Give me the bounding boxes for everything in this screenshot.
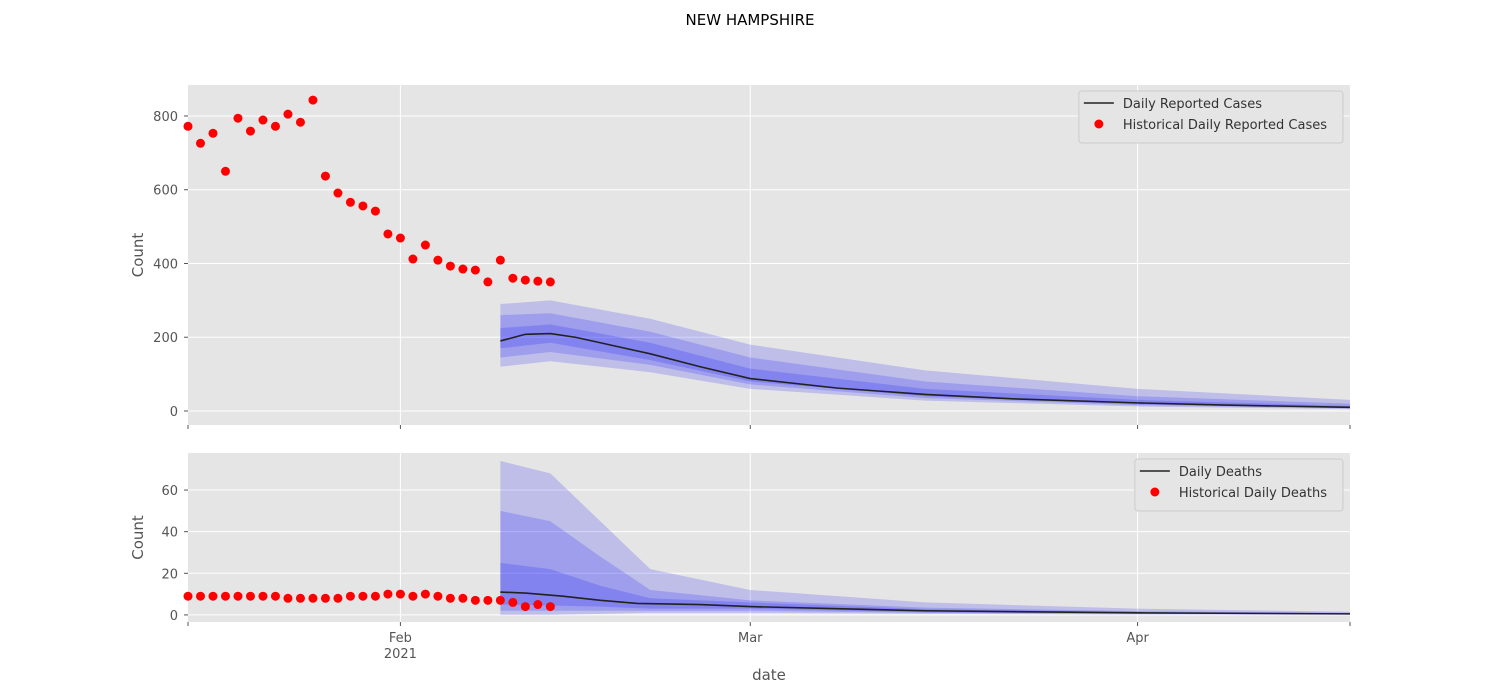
historical-point [458,593,468,603]
historical-point [295,117,305,127]
legend-label: Historical Daily Deaths [1179,486,1327,501]
historical-point [220,166,230,176]
historical-point [533,276,543,286]
historical-point [445,261,455,271]
forecast-band [500,300,1350,410]
historical-point [183,591,193,601]
legend-box [1078,90,1344,144]
historical-point [508,597,518,607]
historical-point [395,233,405,243]
y-axis-label: Count [129,233,147,278]
historical-point [370,206,380,216]
historical-point [283,109,293,119]
figure-title: NEW HAMPSHIRE [686,11,815,29]
historical-point [520,602,530,612]
historical-point [370,591,380,601]
y-tick-label: 200 [153,331,178,346]
historical-point [333,188,343,198]
historical-point [245,126,255,136]
historical-point [333,593,343,603]
historical-point [233,113,243,123]
historical-point [420,240,430,250]
y-tick-label: 20 [161,567,178,582]
historical-point [395,589,405,599]
legend-box [1134,458,1344,512]
legend: Daily Deaths Historical Daily Deaths [1134,458,1344,512]
historical-point [358,591,368,601]
historical-point [533,600,543,610]
forecast-band [500,313,1350,409]
historical-point [458,264,468,274]
historical-point [495,255,505,265]
historical-point [308,593,318,603]
x-tick-label: Apr [1126,631,1149,646]
historical-point [220,591,230,601]
legend-label: Historical Daily Reported Cases [1123,118,1327,133]
x-axis-label: date [752,666,786,684]
historical-point [408,254,418,264]
historical-point [408,591,418,601]
legend-swatch [1094,119,1104,129]
historical-point [208,128,218,138]
historical-point [183,121,193,131]
historical-point [308,95,318,105]
historical-point [320,593,330,603]
legend: Daily Reported Cases Historical Daily Rep… [1078,90,1344,144]
historical-point [545,602,555,612]
historical-point [245,591,255,601]
historical-point [470,265,480,275]
historical-point [383,229,393,239]
y-tick-label: 600 [153,184,178,199]
historical-point [433,255,443,265]
y-tick-label: 0 [170,609,178,624]
historical-point [258,115,268,125]
legend-swatch [1150,487,1160,497]
historical-point [270,121,280,131]
forecast-line [500,591,1351,615]
x-tick-label: Mar [738,631,763,646]
historical-point [258,591,268,601]
historical-point [508,273,518,283]
historical-point [345,591,355,601]
historical-point [358,201,368,211]
historical-point [195,138,205,148]
historical-point [345,197,355,207]
y-tick-label: 40 [161,526,178,541]
y-axis-label: Count [129,515,147,560]
historical-point [383,589,393,599]
x-tick-label: Feb 2021 [384,631,417,662]
historical-point [520,275,530,285]
historical-point [495,595,505,605]
forecast-line [500,332,1351,409]
legend-label: Daily Deaths [1179,465,1262,480]
historical-point [295,593,305,603]
historical-point [445,593,455,603]
historical-point [233,591,243,601]
forecast-band [500,510,1350,615]
historical-point [320,171,330,181]
historical-point [545,277,555,287]
historical-point [420,589,430,599]
forecast-band [500,324,1350,409]
y-tick-label: 60 [161,484,178,499]
historical-point [483,277,493,287]
historical-point [483,595,493,605]
legend-label: Daily Reported Cases [1123,97,1262,112]
historical-point [195,591,205,601]
historical-point [208,591,218,601]
forecast-band [500,562,1350,615]
y-tick-label: 400 [153,257,178,272]
y-tick-label: 800 [153,110,178,125]
y-tick-label: 0 [170,405,178,420]
historical-point [270,591,280,601]
historical-point [283,593,293,603]
historical-point [433,591,443,601]
forecast-band [500,460,1350,615]
historical-point [470,595,480,605]
